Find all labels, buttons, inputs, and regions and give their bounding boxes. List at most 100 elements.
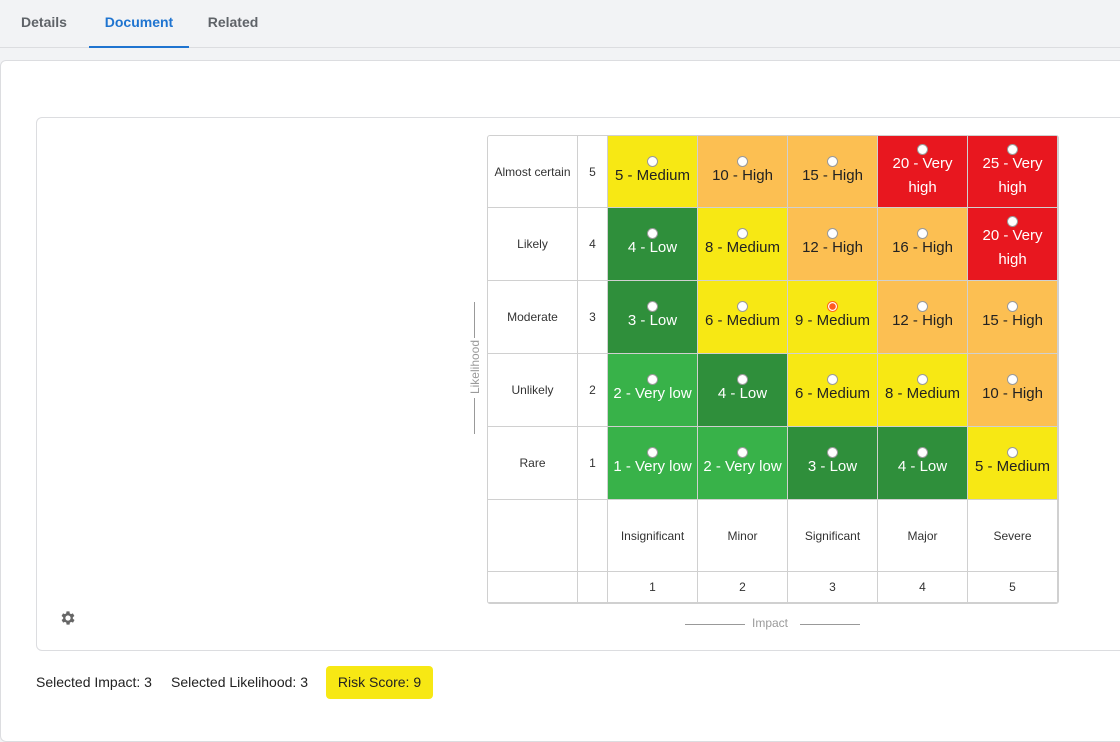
risk-cell-label: 15 - High <box>982 312 1043 329</box>
radio-button[interactable] <box>827 447 838 458</box>
risk-cell[interactable]: 12 - High <box>788 208 878 281</box>
risk-matrix-grid: Almost certain 5 5 - Medium 10 - High 15 - H… <box>487 135 1059 604</box>
likelihood-label: Rare <box>488 427 578 500</box>
radio-button[interactable] <box>1007 301 1018 312</box>
likelihood-value-text: 2 <box>589 383 596 397</box>
impact-value-text: 2 <box>739 580 746 594</box>
impact-value-text: 5 <box>1009 580 1016 594</box>
radio-button[interactable] <box>647 301 658 312</box>
radio-button[interactable] <box>917 374 928 385</box>
radio-button[interactable] <box>737 447 748 458</box>
risk-cell-label: 20 - Very high <box>982 227 1043 268</box>
risk-cell[interactable]: 3 - Low <box>608 281 698 354</box>
risk-cell[interactable]: 5 - Medium <box>608 136 698 208</box>
radio-button[interactable] <box>737 155 748 167</box>
risk-cell[interactable]: 16 - High <box>878 208 968 281</box>
risk-cell[interactable]: 20 - Very high <box>968 208 1058 281</box>
risk-cell[interactable]: 6 - Medium <box>788 354 878 427</box>
risk-cell-label: 10 - High <box>982 385 1043 402</box>
empty-corner <box>578 500 608 572</box>
likelihood-label: Moderate <box>488 281 578 354</box>
radio-button[interactable] <box>647 447 658 458</box>
axis-line <box>685 624 745 625</box>
risk-cell-label: 10 - High <box>712 166 773 184</box>
tab-details[interactable]: Details <box>21 14 67 30</box>
radio-button[interactable] <box>917 143 928 155</box>
risk-cell[interactable]: 4 - Low <box>698 354 788 427</box>
radio-selected[interactable] <box>827 301 838 312</box>
likelihood-value: 5 <box>578 136 608 208</box>
likelihood-label: Unlikely <box>488 354 578 427</box>
risk-cell-label: 3 - Low <box>627 312 678 329</box>
risk-cell[interactable]: 4 - Low <box>608 208 698 281</box>
risk-cell[interactable]: 3 - Low <box>788 427 878 500</box>
risk-cell[interactable]: 20 - Very high <box>878 136 968 208</box>
radio-button[interactable] <box>1007 447 1018 458</box>
risk-cell-label: 12 - High <box>892 312 953 329</box>
tab-related[interactable]: Related <box>207 14 259 30</box>
impact-label-text: Severe <box>993 528 1032 543</box>
risk-cell[interactable]: 1 - Very low <box>608 427 698 500</box>
radio-button[interactable] <box>917 301 928 312</box>
risk-cell[interactable]: 10 - High <box>968 354 1058 427</box>
axis-line <box>474 302 475 338</box>
impact-label-text: Minor <box>727 528 758 543</box>
risk-cell-label: 6 - Medium <box>704 312 781 329</box>
risk-cell[interactable]: 4 - Low <box>878 427 968 500</box>
risk-cell[interactable]: 8 - Medium <box>698 208 788 281</box>
risk-cell[interactable]: 15 - High <box>788 136 878 208</box>
axis-line <box>474 398 475 434</box>
risk-cell-label: 16 - High <box>892 239 953 256</box>
likelihood-value-text: 1 <box>589 456 596 470</box>
radio-button[interactable] <box>647 155 658 167</box>
radio-button[interactable] <box>827 228 838 239</box>
radio-button[interactable] <box>827 155 838 167</box>
gear-icon[interactable] <box>59 609 77 627</box>
impact-value: 1 <box>608 572 698 603</box>
likelihood-label-text: Almost certain <box>494 164 571 179</box>
radio-button[interactable] <box>737 228 748 239</box>
radio-button[interactable] <box>917 447 928 458</box>
impact-label: Major <box>878 500 968 572</box>
impact-label-text: Major <box>907 528 938 543</box>
radio-button[interactable] <box>827 374 838 385</box>
likelihood-value: 1 <box>578 427 608 500</box>
risk-cell-label: 4 - Low <box>717 385 768 402</box>
risk-cell[interactable]: 10 - High <box>698 136 788 208</box>
empty-corner <box>488 500 578 572</box>
risk-cell-label: 15 - High <box>802 166 863 184</box>
axis-line <box>800 624 860 625</box>
radio-button[interactable] <box>647 228 658 239</box>
empty-corner <box>488 572 578 603</box>
risk-cell-label: 5 - Medium <box>974 458 1051 475</box>
risk-cell[interactable]: 25 - Very high <box>968 136 1058 208</box>
risk-cell[interactable]: 9 - Medium <box>788 281 878 354</box>
radio-button[interactable] <box>737 301 748 312</box>
risk-cell-label: 4 - Low <box>897 458 948 475</box>
impact-value: 4 <box>878 572 968 603</box>
radio-button[interactable] <box>1007 374 1018 385</box>
tab-bar: Details Document Related <box>0 0 1120 48</box>
risk-cell[interactable]: 15 - High <box>968 281 1058 354</box>
likelihood-value-text: 5 <box>589 164 596 179</box>
risk-cell[interactable]: 2 - Very low <box>608 354 698 427</box>
radio-button[interactable] <box>647 374 658 385</box>
risk-cell-label: 25 - Very high <box>982 154 1043 196</box>
impact-value: 3 <box>788 572 878 603</box>
risk-cell[interactable]: 6 - Medium <box>698 281 788 354</box>
radio-button[interactable] <box>737 374 748 385</box>
risk-cell[interactable]: 2 - Very low <box>698 427 788 500</box>
impact-label-text: Insignificant <box>620 528 685 543</box>
likelihood-axis: Likelihood <box>466 302 484 434</box>
radio-button[interactable] <box>1007 216 1018 227</box>
risk-cell[interactable]: 12 - High <box>878 281 968 354</box>
risk-cell-label: 20 - Very high <box>892 154 953 196</box>
radio-button[interactable] <box>1007 143 1018 155</box>
tab-document[interactable]: Document <box>89 0 189 48</box>
risk-cell-label: 5 - Medium <box>614 166 691 184</box>
risk-cell-label: 2 - Very low <box>613 385 692 402</box>
radio-button[interactable] <box>917 228 928 239</box>
likelihood-value: 4 <box>578 208 608 281</box>
risk-cell[interactable]: 5 - Medium <box>968 427 1058 500</box>
risk-cell[interactable]: 8 - Medium <box>878 354 968 427</box>
